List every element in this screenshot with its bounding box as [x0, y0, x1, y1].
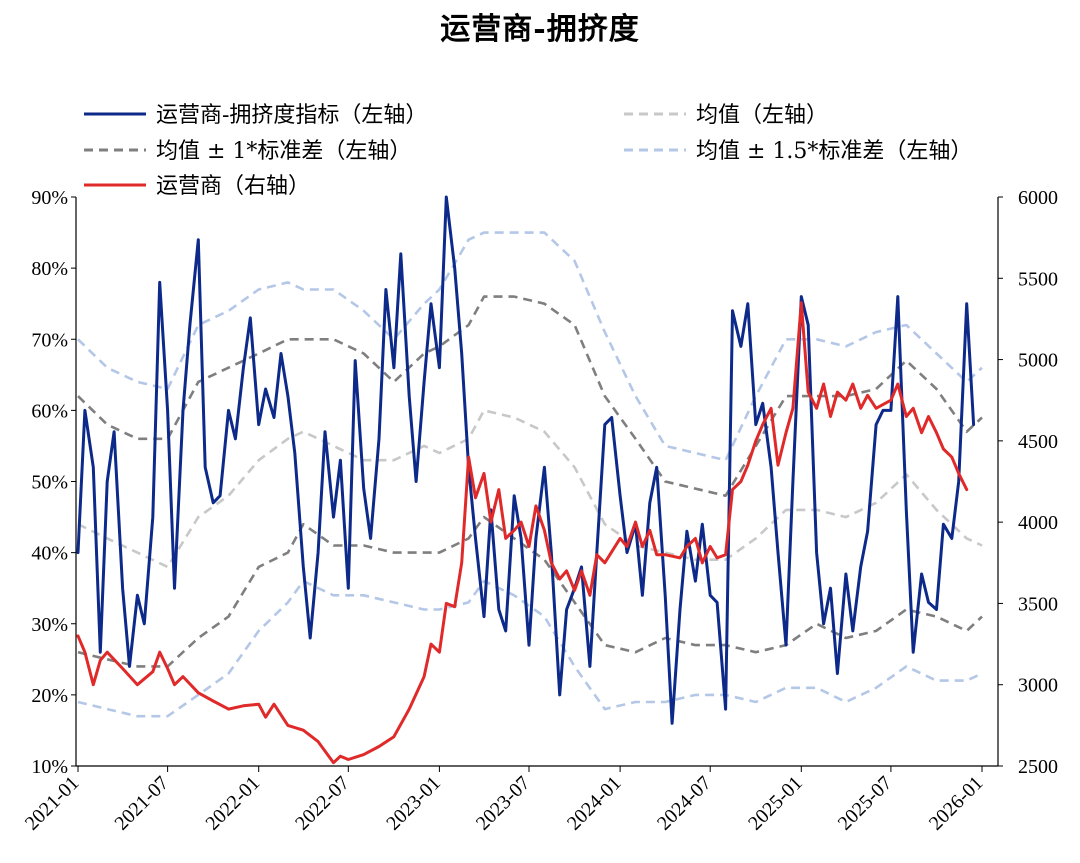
legend-label: 运营商（右轴） — [156, 174, 310, 199]
y-left-tick-label: 30% — [31, 614, 68, 636]
y-right-tick-label: 4000 — [1018, 512, 1058, 534]
legend: 运营商-拥挤度指标（左轴） 均值（左轴） 均值 ± 1*标准差（左轴） 均值 ± 1.… — [84, 103, 972, 199]
y-right-tick-label: 4500 — [1018, 431, 1058, 453]
series-line-5 — [77, 579, 983, 718]
x-tick-label: 2026-01 — [925, 772, 988, 835]
series-line-6 — [76, 301, 969, 765]
y-left-tick-label: 40% — [31, 543, 68, 565]
series-lines — [76, 195, 983, 765]
series-line-4 — [77, 231, 983, 462]
y-left-tick-label: 10% — [31, 756, 68, 778]
x-tick-label: 2024-01 — [563, 772, 626, 835]
y-left-tick-label: 90% — [31, 187, 68, 209]
series-line-3 — [77, 515, 983, 668]
y-right-tick-label: 2500 — [1018, 756, 1058, 778]
x-tick-label: 2024-07 — [653, 772, 716, 835]
x-tick-label: 2025-07 — [834, 772, 897, 835]
y-right-tick-label: 3000 — [1018, 675, 1058, 697]
y-right-tick-label: 6000 — [1018, 187, 1058, 209]
y-right-tick-label: 3500 — [1018, 593, 1058, 615]
legend-label: 均值 ± 1*标准差（左轴） — [156, 139, 411, 164]
y-left-tick-label: 20% — [31, 685, 68, 707]
series-line-1 — [77, 409, 983, 569]
x-tick-label: 2023-07 — [472, 772, 535, 835]
axes — [71, 196, 1003, 772]
x-tick-label: 2023-01 — [382, 772, 445, 835]
legend-label: 均值（左轴） — [696, 103, 828, 128]
legend-label: 均值 ± 1.5*标准差（左轴） — [696, 139, 972, 164]
x-tick-label: 2021-01 — [21, 772, 84, 835]
x-tick-label: 2022-01 — [202, 772, 265, 835]
x-tick-label: 2021-07 — [110, 772, 173, 835]
y-right-tick-label: 5500 — [1018, 268, 1058, 290]
y-left-tick-label: 80% — [31, 258, 68, 280]
y-left-tick-label: 70% — [31, 329, 68, 351]
y-left-tick-label: 50% — [31, 472, 68, 494]
x-tick-label: 2022-07 — [291, 772, 354, 835]
series-line-0 — [76, 195, 976, 725]
x-tick-label: 2025-01 — [744, 772, 807, 835]
y-right-tick-label: 5000 — [1018, 350, 1058, 372]
legend-label: 运营商-拥挤度指标（左轴） — [156, 103, 427, 128]
chart-title: 运营商-拥挤度 — [440, 12, 640, 47]
y-left-tick-label: 60% — [31, 400, 68, 422]
